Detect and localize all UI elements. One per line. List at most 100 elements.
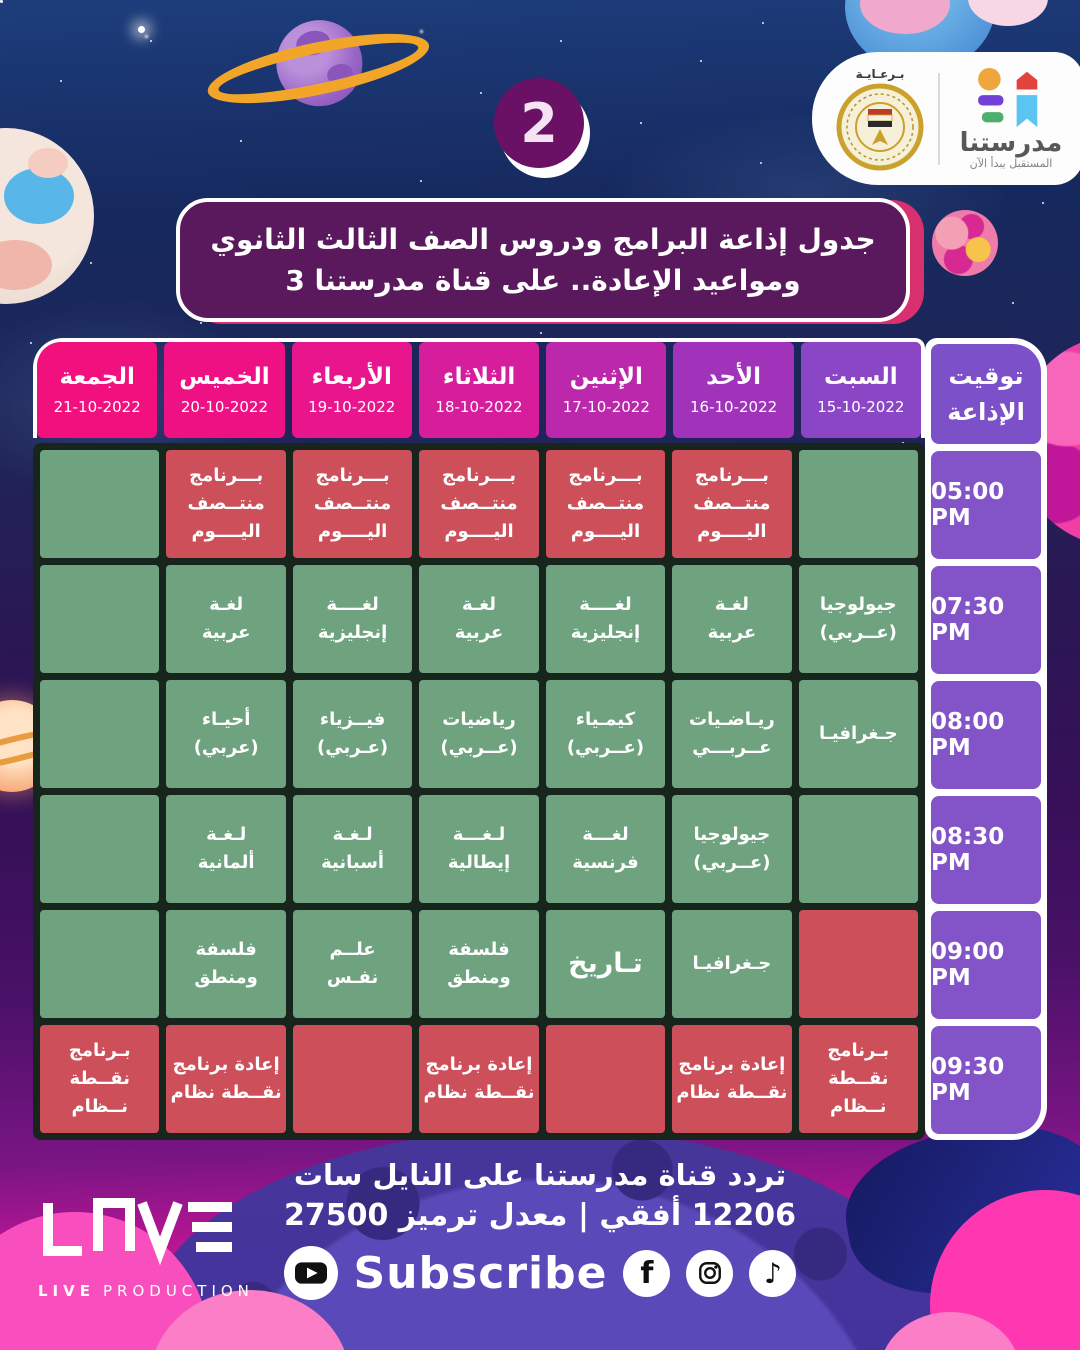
producer-name-bold: LIVE	[38, 1282, 95, 1300]
day-header-5: الخميس 20-10-2022	[164, 342, 285, 438]
schedule-table: توقيت الإذاعة 05:00 PM 07:30 PM 08:00 PM 08…	[33, 338, 1047, 1140]
day-name: الجمعة	[59, 364, 135, 390]
day-date: 21-10-2022	[53, 398, 141, 416]
time-cell-0: 05:00 PM	[931, 451, 1041, 559]
time-column: توقيت الإذاعة 05:00 PM 07:30 PM 08:00 PM 08…	[925, 338, 1047, 1140]
schedule-cell-r1-c2: لغــــة إنجليزية	[545, 565, 666, 673]
schedule-cell-r1-c4: لغــــة إنجليزية	[292, 565, 413, 673]
schedule-cell-r5-c3: إعادة برنامج نقــطة نظام	[419, 1025, 539, 1133]
schedule-cell-r5-c5: إعادة برنامج نقــطة نظام	[166, 1025, 286, 1133]
schedule-cell-r2-c3: رياضيات (عــربي)	[419, 680, 539, 788]
day-name: السبت	[824, 364, 898, 390]
brand-tagline: المستقبل يبدأ الآن	[969, 157, 1053, 170]
schedule-cell-r0-c2: بـــرنامج منتــصف اليــــوم	[545, 450, 666, 558]
schedule-cell-r4-c4: علــم نفـس	[292, 910, 413, 1018]
day-header-4: الأربعاء 19-10-2022	[291, 342, 412, 438]
schedule-cell-r1-c6	[40, 565, 160, 673]
schedule-cell-r4-c1: جـغرافيـا	[672, 910, 792, 1018]
youtube-icon[interactable]	[283, 1246, 338, 1300]
days-section: السبت 15-10-2022 الأحد 16-10-2022 الإثنين 17-…	[33, 338, 925, 1140]
swirl-planet	[932, 210, 998, 276]
tiktok-icon[interactable]: ♪	[749, 1249, 797, 1297]
live-production-logo	[36, 1186, 236, 1276]
schedule-cell-r5-c6: بـرنامج نقــطة نــظام	[40, 1025, 160, 1133]
glow-star	[138, 26, 145, 33]
time-cell-1: 07:30 PM	[931, 566, 1041, 674]
time-cell-2: 08:00 PM	[931, 681, 1041, 789]
frequency-line-2: 12206 أفقي | معدل ترميز 27500	[283, 1198, 797, 1233]
time-cell-3: 08:30 PM	[931, 796, 1041, 904]
schedule-cell-r1-c0: جيولوجيا (عــربي)	[798, 565, 918, 673]
schedule-cell-r0-c4: بـــرنامج منتــصف اليــــوم	[292, 450, 413, 558]
schedule-cell-r0-c3: بـــرنامج منتــصف اليــــوم	[419, 450, 539, 558]
day-date: 15-10-2022	[817, 398, 905, 416]
schedule-cell-r0-c1: بـــرنامج منتــصف اليــــوم	[672, 450, 792, 558]
title-line-1: جدول إذاعة البرامج ودروس الصف الثالث الث…	[210, 223, 876, 256]
star-field-bright	[0, 0, 3, 3]
sponsor-card: بـرعـايـة مدرستنا المستقبل يبدأ الآن	[812, 52, 1080, 185]
schedule-cell-r2-c0: جـغرافيـا	[798, 680, 918, 788]
producer-name-rest: PRODUCTION	[103, 1282, 254, 1300]
schedule-cell-r2-c2: كيمـياء (عــربي)	[545, 680, 666, 788]
day-name: الإثنين	[569, 364, 643, 390]
day-header-2: الإثنين 17-10-2022	[546, 342, 667, 438]
schedule-cell-r3-c0	[798, 795, 918, 903]
schedule-cell-r2-c4: فيــزياء (عـربي)	[292, 680, 413, 788]
page-number: 2	[520, 91, 558, 155]
brand-name: مدرستنا	[959, 128, 1063, 158]
day-header-0: السبت 15-10-2022	[800, 342, 921, 438]
day-date: 16-10-2022	[689, 398, 778, 416]
schedule-cell-r2-c6	[40, 680, 160, 788]
schedule-cell-r3-c4: لـغـة أسبانية	[292, 795, 413, 903]
live-production-label: LIVE PRODUCTION	[38, 1282, 254, 1300]
day-name: الثلاثاء	[442, 364, 516, 390]
schedule-cell-r2-c1: ريـاضـيات عــربـــي	[672, 680, 792, 788]
brand-logo-icon	[978, 67, 1038, 128]
schedule-cell-r4-c2: تـاريخ	[545, 910, 666, 1018]
schedule-cell-r5-c4	[292, 1025, 413, 1133]
schedule-cell-r1-c5: لغـة عربية	[166, 565, 286, 673]
schedule-cell-r4-c0	[798, 910, 918, 1018]
subscribe-button[interactable]: Subscribe	[353, 1247, 608, 1299]
days-header: السبت 15-10-2022 الأحد 16-10-2022 الإثنين 17-…	[33, 338, 925, 438]
day-header-1: الأحد 16-10-2022	[673, 342, 794, 438]
day-date: 19-10-2022	[308, 398, 396, 416]
schedule-cell-r4-c3: فلسفة ومنطق	[419, 910, 539, 1018]
schedule-cell-r3-c6	[40, 795, 160, 903]
divider	[938, 72, 940, 165]
frequency-line-1: تردد قناة مدرستنا على النايل سات	[293, 1158, 787, 1192]
time-column-header: توقيت الإذاعة	[931, 344, 1041, 444]
schedule-cell-r5-c1: إعادة برنامج نقــطة نظام	[672, 1025, 792, 1133]
schedule-cell-r3-c3: لـغـــة إيطالية	[419, 795, 539, 903]
day-header-3: الثلاثاء 18-10-2022	[418, 342, 540, 438]
page-number-badge: 2	[494, 78, 584, 168]
schedule-body: بـــرنامج منتــصف اليــــوم بـــرنامج منت…	[33, 443, 925, 1140]
schedule-cell-r4-c5: فلسفة ومنطق	[166, 910, 286, 1018]
day-name: الأحد	[706, 364, 762, 390]
schedule-cell-r4-c6	[40, 910, 160, 1018]
facebook-icon[interactable]: f	[623, 1249, 671, 1297]
sponsorship-label: بـرعـايـة	[855, 66, 905, 81]
subscribe-bar: Subscribe f ♪	[0, 1246, 1080, 1300]
time-cell-4: 09:00 PM	[931, 911, 1041, 1019]
schedule-cell-r5-c2	[545, 1025, 666, 1133]
instagram-icon[interactable]	[686, 1249, 734, 1297]
sponsor-section: بـرعـايـة	[830, 67, 930, 171]
schedule-cell-r2-c5: أحيـاء (عربي)	[166, 680, 286, 788]
day-date: 20-10-2022	[180, 398, 269, 416]
schedule-cell-r3-c5: لـغـة ألمانية	[166, 795, 286, 903]
schedule-cell-r3-c1: جيولوجيا (عــربي)	[672, 795, 792, 903]
schedule-cell-r1-c3: لغـة عربية	[419, 565, 539, 673]
ringed-planet	[197, 0, 445, 149]
schedule-cell-r1-c1: لغـة عربية	[672, 565, 792, 673]
earth-planet	[0, 128, 94, 304]
schedule-cell-r0-c0	[798, 450, 918, 558]
schedule-cell-r5-c0: بـرنامج نقــطة نــظام	[798, 1025, 918, 1133]
time-cell-5: 09:30 PM	[931, 1026, 1041, 1134]
day-date: 18-10-2022	[435, 398, 523, 416]
schedule-cell-r3-c2: لغـــة فرنسية	[545, 795, 666, 903]
title-line-2: ومواعيد الإعادة.. على قناة مدرستنا 3	[285, 264, 801, 297]
schedule-cell-r0-c6	[40, 450, 160, 558]
title-banner: جدول إذاعة البرامج ودروس الصف الثالث الث…	[176, 198, 910, 322]
